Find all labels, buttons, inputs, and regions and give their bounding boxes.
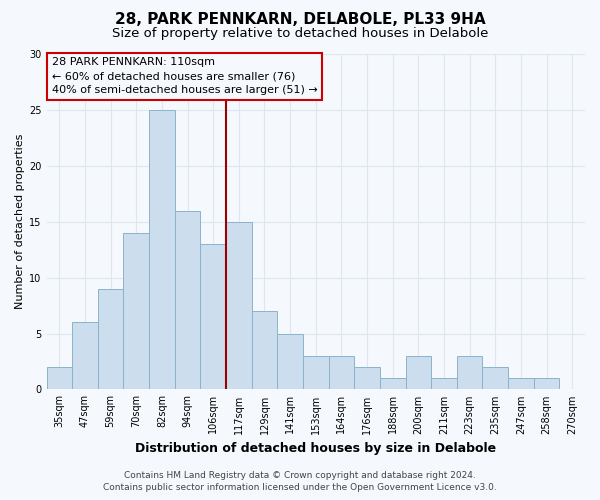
Bar: [534, 378, 559, 390]
Bar: [98, 289, 124, 390]
Bar: [200, 244, 226, 390]
X-axis label: Distribution of detached houses by size in Delabole: Distribution of detached houses by size …: [135, 442, 496, 455]
Bar: [457, 356, 482, 390]
Bar: [354, 367, 380, 390]
Text: 28 PARK PENNKARN: 110sqm
← 60% of detached houses are smaller (76)
40% of semi-d: 28 PARK PENNKARN: 110sqm ← 60% of detach…: [52, 58, 317, 96]
Bar: [251, 311, 277, 390]
Y-axis label: Number of detached properties: Number of detached properties: [15, 134, 25, 310]
Bar: [406, 356, 431, 390]
Bar: [277, 334, 303, 390]
Text: Size of property relative to detached houses in Delabole: Size of property relative to detached ho…: [112, 28, 488, 40]
Text: 28, PARK PENNKARN, DELABOLE, PL33 9HA: 28, PARK PENNKARN, DELABOLE, PL33 9HA: [115, 12, 485, 28]
Bar: [226, 222, 251, 390]
Bar: [380, 378, 406, 390]
Bar: [303, 356, 329, 390]
Bar: [124, 233, 149, 390]
Bar: [149, 110, 175, 390]
Bar: [47, 367, 72, 390]
Bar: [508, 378, 534, 390]
Text: Contains HM Land Registry data © Crown copyright and database right 2024.
Contai: Contains HM Land Registry data © Crown c…: [103, 471, 497, 492]
Bar: [482, 367, 508, 390]
Bar: [329, 356, 354, 390]
Bar: [431, 378, 457, 390]
Bar: [72, 322, 98, 390]
Bar: [175, 210, 200, 390]
